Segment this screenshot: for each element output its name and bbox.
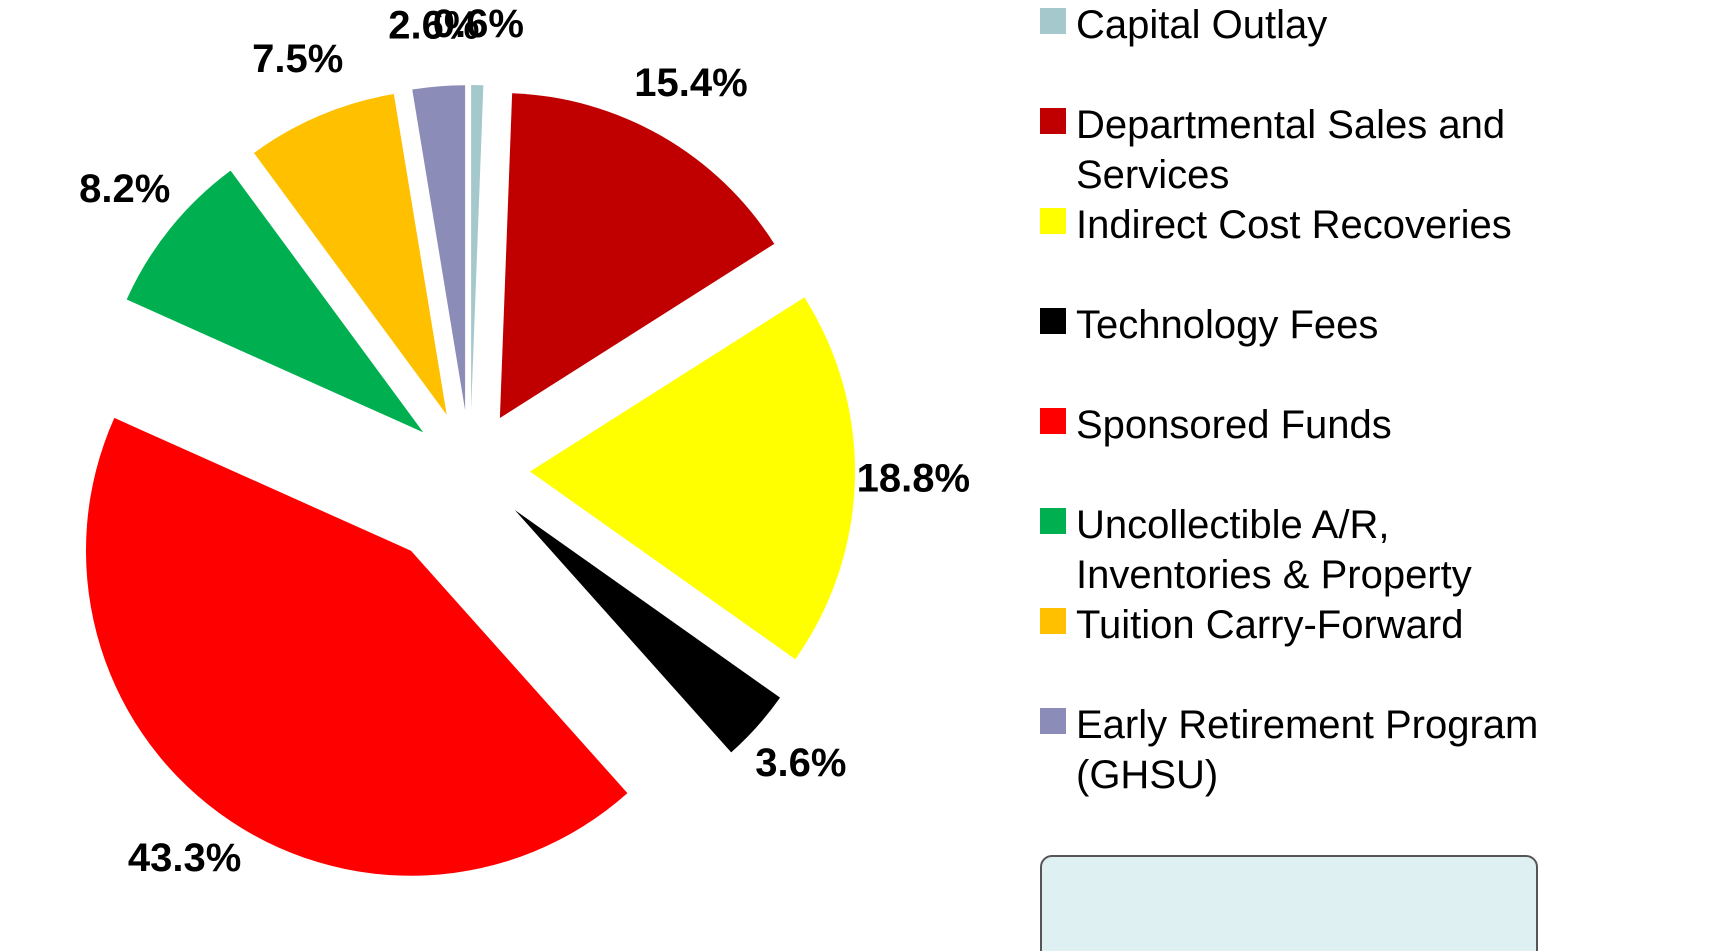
pie-slice — [126, 170, 424, 433]
data-label: 0.6% — [433, 2, 524, 46]
legend-item: Capital Outlay — [1040, 0, 1560, 50]
legend-label: Capital Outlay — [1076, 3, 1328, 47]
legend-swatch — [1040, 408, 1066, 434]
data-label: 3.6% — [755, 741, 846, 785]
legend-swatch — [1040, 608, 1066, 634]
legend-label: Tuition Carry-Forward — [1076, 603, 1464, 647]
legend-item: Indirect Cost Recoveries — [1040, 200, 1560, 250]
legend-swatch — [1040, 8, 1066, 34]
pie-slice — [514, 509, 781, 753]
data-label: 15.4% — [634, 61, 747, 105]
pie-slice — [85, 417, 628, 876]
pie-slice — [254, 94, 447, 415]
pie-slice — [471, 85, 484, 411]
data-label: 43.3% — [128, 836, 241, 880]
data-label: 8.2% — [79, 167, 170, 211]
legend-item: Sponsored Funds — [1040, 400, 1560, 450]
legend-item: Early Retirement Program (GHSU) — [1040, 700, 1560, 800]
pie-slice — [529, 297, 855, 660]
legend-swatch — [1040, 108, 1066, 134]
legend-swatch — [1040, 508, 1066, 534]
legend-item: Tuition Carry-Forward — [1040, 600, 1560, 650]
legend-label: Early Retirement Program (GHSU) — [1076, 703, 1539, 797]
legend-swatch — [1040, 308, 1066, 334]
legend-swatch — [1040, 708, 1066, 734]
data-label: 7.5% — [252, 37, 343, 81]
legend-item: Technology Fees — [1040, 300, 1560, 350]
data-label: 2.6% — [388, 4, 479, 48]
legend-label: Indirect Cost Recoveries — [1076, 203, 1512, 247]
legend-item: Uncollectible A/R, Inventories & Propert… — [1040, 500, 1560, 600]
legend-label: Technology Fees — [1076, 303, 1379, 347]
legend-item: Departmental Sales and Services — [1040, 100, 1560, 200]
data-label: 18.8% — [857, 457, 970, 501]
legend-label: Sponsored Funds — [1076, 403, 1392, 447]
chart: 0.6% 15.4% 18.8% 3.6% 43.3% 8.2% 7.5% 2.6% — [79, 2, 970, 880]
text-box — [1040, 855, 1538, 951]
pie-slice — [412, 85, 466, 411]
legend-label: Uncollectible A/R, Inventories & Propert… — [1076, 503, 1472, 597]
pie-slice — [499, 93, 775, 418]
legend-swatch — [1040, 208, 1066, 234]
legend-label: Departmental Sales and Services — [1076, 103, 1506, 197]
